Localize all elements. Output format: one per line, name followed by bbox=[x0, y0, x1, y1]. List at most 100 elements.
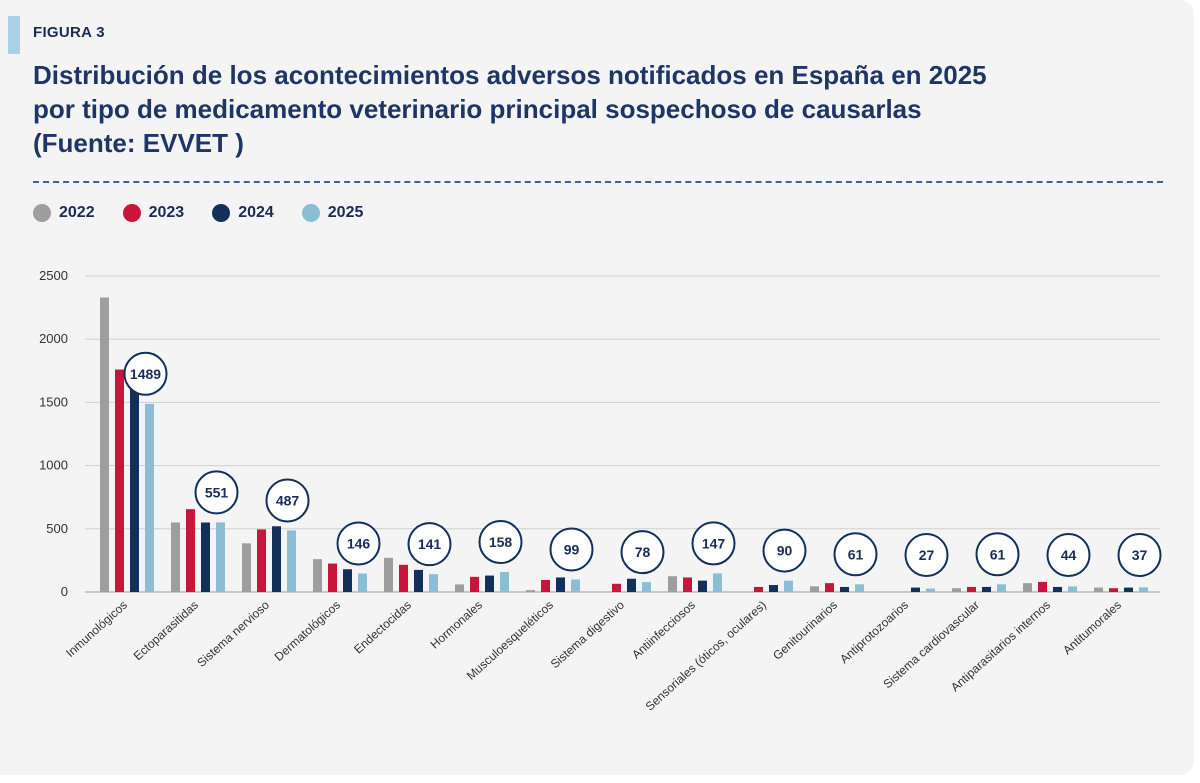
callout-circle bbox=[123, 351, 168, 396]
bar-2023-8 bbox=[683, 577, 692, 592]
figure-accent-bar bbox=[8, 16, 20, 54]
bar-2022-3 bbox=[313, 559, 322, 592]
legend-label-2024: 2024 bbox=[238, 204, 274, 221]
bar-2025-9 bbox=[784, 580, 793, 592]
bar-2024-5 bbox=[485, 575, 494, 592]
bar-2023-1 bbox=[186, 509, 195, 592]
legend-dot-2022 bbox=[33, 204, 51, 222]
legend-dot-2023 bbox=[122, 204, 141, 222]
bar-2022-1 bbox=[171, 522, 180, 592]
bar-2023-6 bbox=[541, 579, 550, 592]
bar-2025-3 bbox=[358, 573, 367, 592]
legend-dot-2024 bbox=[212, 204, 231, 222]
category-label: Endectocidas bbox=[351, 598, 414, 657]
callout-value: 44 bbox=[1061, 547, 1077, 563]
category-label: Hormonales bbox=[428, 598, 485, 652]
callout-value: 147 bbox=[702, 535, 726, 551]
bar-2025-7 bbox=[642, 582, 651, 592]
callout-value: 158 bbox=[489, 534, 513, 550]
bar-2023-13 bbox=[1038, 581, 1047, 592]
bar-2025-14 bbox=[1139, 587, 1148, 592]
bar-2025-10 bbox=[855, 584, 864, 592]
bar-2022-13 bbox=[1023, 583, 1032, 592]
bar-2023-3 bbox=[328, 563, 337, 592]
legend-label-2022: 2022 bbox=[59, 204, 95, 221]
bar-2024-6 bbox=[556, 577, 565, 592]
bar-2024-7 bbox=[627, 578, 636, 592]
y-tick-label: 0 bbox=[61, 584, 68, 599]
bar-2025-12 bbox=[997, 584, 1006, 592]
y-tick-label: 1000 bbox=[39, 458, 68, 473]
category-label: Antiinfecciosos bbox=[629, 598, 698, 662]
category-label: Antiprotozoarios bbox=[837, 598, 911, 666]
callout-value: 1489 bbox=[130, 366, 161, 382]
callout-value: 78 bbox=[635, 544, 651, 560]
callout-circle bbox=[975, 532, 1020, 577]
y-tick-label: 2500 bbox=[39, 268, 68, 283]
legend-item-2025: 2025 bbox=[301, 204, 364, 222]
category-label: Inmunológicos bbox=[63, 598, 130, 660]
bar-2022-4 bbox=[384, 557, 393, 592]
callout-circle bbox=[691, 521, 736, 566]
callout-circle bbox=[620, 530, 665, 575]
bar-2024-8 bbox=[698, 580, 707, 592]
legend-dot-2025 bbox=[301, 204, 320, 222]
bar-2024-1 bbox=[201, 522, 210, 592]
bar-2023-12 bbox=[967, 586, 976, 592]
callout-circle bbox=[762, 528, 807, 573]
callout-value: 37 bbox=[1132, 547, 1148, 563]
bar-2024-12 bbox=[982, 586, 991, 592]
bar-2024-2 bbox=[272, 526, 281, 592]
bar-2022-0 bbox=[100, 297, 109, 592]
callout-value: 61 bbox=[848, 546, 864, 562]
bar-2023-14 bbox=[1109, 588, 1118, 592]
chart-title: Distribución de los acontecimientos adve… bbox=[33, 58, 1153, 160]
bar-2022-10 bbox=[810, 586, 819, 592]
bar-2022-2 bbox=[242, 543, 251, 592]
bar-2025-0 bbox=[145, 403, 154, 592]
callout-circle bbox=[336, 521, 381, 566]
category-label: Sensoriales (óticos, oculares) bbox=[643, 598, 769, 714]
bar-2024-10 bbox=[840, 586, 849, 592]
callout-circle bbox=[1046, 533, 1091, 577]
callout-value: 27 bbox=[919, 547, 935, 563]
bar-2024-0 bbox=[130, 377, 139, 592]
y-tick-label: 1500 bbox=[39, 394, 68, 409]
bar-2025-13 bbox=[1068, 586, 1077, 592]
chart-title-line-3: (Fuente: EVVET ) bbox=[33, 128, 244, 158]
bar-2025-6 bbox=[571, 579, 580, 592]
bar-2024-3 bbox=[343, 569, 352, 592]
callout-circle bbox=[904, 533, 949, 577]
bar-2023-5 bbox=[470, 576, 479, 592]
category-label: Dermatológicos bbox=[272, 598, 343, 664]
bar-2023-0 bbox=[115, 369, 124, 592]
bar-2025-11 bbox=[926, 588, 935, 592]
bar-2025-1 bbox=[216, 522, 225, 592]
bar-2025-8 bbox=[713, 573, 722, 592]
callout-circle bbox=[478, 520, 523, 565]
bar-2022-8 bbox=[668, 576, 677, 592]
callout-value: 90 bbox=[777, 543, 793, 559]
bar-2024-9 bbox=[769, 585, 778, 592]
bar-2023-10 bbox=[825, 583, 834, 592]
callout-value: 551 bbox=[205, 484, 229, 500]
category-label: Antitumorales bbox=[1060, 598, 1124, 658]
callout-circle bbox=[1117, 533, 1162, 577]
bar-2022-6 bbox=[526, 590, 535, 592]
category-label: Sistema digestivo bbox=[548, 598, 627, 672]
legend-label-2023: 2023 bbox=[148, 204, 185, 221]
callout-value: 61 bbox=[990, 546, 1006, 562]
legend-label-2025: 2025 bbox=[327, 204, 364, 221]
callout-value: 146 bbox=[347, 536, 371, 552]
category-label: Genitourinarios bbox=[770, 598, 840, 663]
callout-value: 99 bbox=[564, 541, 580, 557]
y-tick-label: 2000 bbox=[39, 331, 68, 346]
bar-2024-13 bbox=[1053, 586, 1062, 592]
legend-item-2023: 2023 bbox=[122, 204, 185, 222]
bar-2023-9 bbox=[754, 586, 763, 592]
y-tick-label: 500 bbox=[46, 521, 68, 536]
legend: 2022 2023 2024 2025 bbox=[33, 204, 363, 222]
bar-2025-4 bbox=[429, 574, 438, 592]
